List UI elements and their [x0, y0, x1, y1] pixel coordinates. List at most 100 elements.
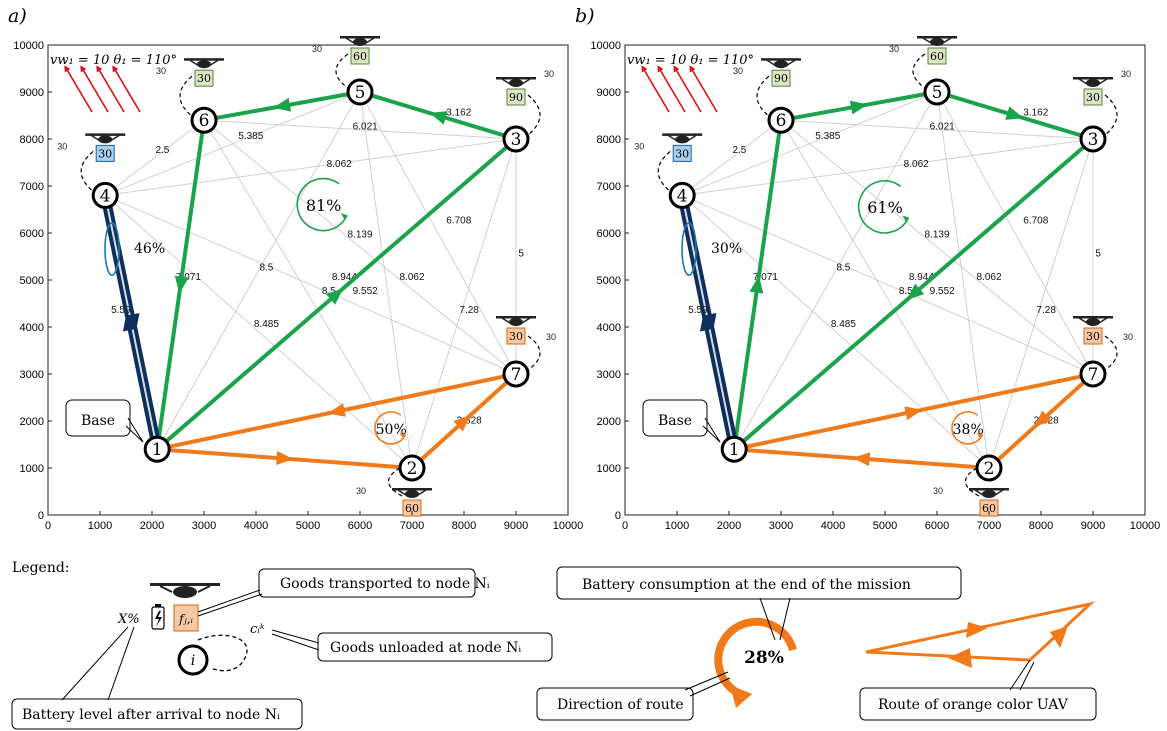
edge-label: 8.5: [899, 286, 913, 297]
unload-label: 30: [546, 332, 556, 342]
legend: Legend: fⱼ,ᵢ X% cᵢᵏ i Goods transported …: [11, 560, 1097, 730]
cycle-arrowhead: [976, 432, 983, 440]
drone-icon: [1073, 316, 1113, 326]
goods-box: [402, 499, 422, 517]
x-tick-label: 9000: [1081, 520, 1105, 532]
y-tick-label: 0: [38, 510, 44, 522]
edge-label: 7.071: [176, 272, 201, 283]
unload-arc: [756, 75, 770, 117]
x-tick-label: 8000: [1029, 520, 1053, 532]
edge-label: 7.071: [753, 272, 778, 283]
node-circle: [190, 106, 218, 134]
edge-label: 9.552: [930, 286, 955, 297]
unload-arc: [1104, 335, 1118, 371]
callout-route-orange-text: Route of orange color UAV: [878, 697, 1069, 713]
edge-label: 3.162: [446, 108, 471, 119]
route-direction-arrow: [273, 97, 292, 112]
graph-edge: [681, 119, 782, 196]
node-circle: [923, 78, 951, 106]
y-tick-label: 9000: [597, 87, 621, 99]
x-tick-label: 8000: [452, 520, 476, 532]
edge-label: 3.162: [1023, 108, 1048, 119]
node-circle: [1079, 360, 1107, 388]
axes-a: 00 1000 1000 2000 2000 3000 3000 4000 4000 5000 50…: [13, 40, 583, 532]
cycle-value: 46%: [134, 241, 165, 257]
route-direction-arrow: [904, 406, 923, 421]
x-tick-label: 0: [622, 520, 628, 532]
edge-label: 8.5: [259, 263, 273, 274]
goods-box: [1083, 327, 1103, 345]
y-tick-label: 6000: [20, 228, 44, 240]
goods-box: [95, 144, 115, 162]
drone-icon: [392, 488, 432, 498]
edge-label: 7.28: [1036, 305, 1056, 316]
x-tick-label: 9000: [504, 520, 528, 532]
x-tick-label: 6000: [348, 520, 372, 532]
x-tick-label: 2000: [140, 520, 164, 532]
y-tick-label: 10000: [590, 40, 621, 52]
route-direction-arrow: [325, 288, 344, 305]
node-label: 3: [1088, 130, 1099, 150]
y-tick-label: 8000: [597, 134, 621, 146]
cycle-arc: [374, 411, 407, 445]
y-tick-label: 1000: [20, 463, 44, 475]
edge-label: 6.708: [446, 216, 471, 227]
graph-edge: [681, 195, 990, 469]
graph-edge: [104, 119, 205, 196]
unload-arc: [657, 150, 671, 192]
legend-cycle-arrowhead: [730, 685, 752, 708]
node-label: 5: [355, 83, 366, 103]
edge-label: 5.385: [238, 131, 263, 142]
graph-edge: [733, 91, 938, 450]
base-callout-a: Base: [65, 399, 144, 443]
unload-arc: [912, 53, 926, 89]
graph-edge: [203, 119, 517, 140]
legend-unload-text: cᵢᵏ: [250, 622, 265, 637]
edge-label: 8.062: [976, 272, 1001, 283]
route-direction-arrow: [327, 403, 346, 417]
drone-icon: [969, 488, 1009, 498]
goods-value: 90: [509, 91, 523, 104]
unload-label: 30: [933, 486, 943, 496]
callout-direction: [536, 687, 694, 721]
graph-edge: [988, 138, 1094, 469]
unload-arc: [527, 335, 541, 371]
drone-icon: [85, 133, 126, 144]
callout-goods-unloaded: [317, 632, 553, 662]
goods-value: 30: [1086, 91, 1100, 104]
cycle-value: 50%: [376, 422, 407, 438]
cycle-value: 81%: [306, 196, 342, 215]
edge-label: 6.708: [1023, 216, 1048, 227]
panel-a-label: a): [8, 5, 27, 27]
callout-route-orange: [859, 687, 1097, 721]
cycles-b: 61% 30% 38%: [681, 180, 984, 445]
callout-goods-transported: [258, 568, 476, 598]
y-tick-label: 3000: [20, 369, 44, 381]
callout-battery-consumption: [556, 566, 962, 600]
legend-route-arrow-2: [1050, 626, 1068, 648]
nodes-b: 1 2 3 4 5 6 7: [668, 78, 1107, 482]
drone-icon: [761, 58, 801, 69]
cycles-a: 81% 46% 50%: [104, 177, 407, 445]
graph-edge: [203, 119, 413, 469]
drone-icon: [340, 36, 380, 46]
node-label: 6: [199, 111, 210, 131]
unload-label: 30: [312, 44, 322, 54]
graph-edge: [936, 91, 990, 469]
graph-edge: [105, 194, 517, 375]
unload-label: 30: [889, 44, 899, 54]
legend-title: Legend:: [12, 560, 70, 576]
goods-value: 60: [930, 50, 944, 63]
drone-icon: [184, 58, 224, 69]
y-tick-label: 1000: [597, 463, 621, 475]
legend-route-arrow-3: [948, 648, 972, 668]
x-tick-label: 2000: [717, 520, 741, 532]
y-tick-label: 4000: [597, 322, 621, 334]
graph-edge: [156, 91, 361, 450]
node-label: 7: [511, 365, 522, 385]
goods-box: [979, 499, 999, 517]
panel-b: b) 2.55.3856.0213.1628.0627.0718.58.1396…: [575, 5, 1160, 532]
drones-b: 90 30 60 30 30 30 30 30 30 30 60 30: [634, 36, 1133, 517]
x-tick-label: 10000: [553, 520, 584, 532]
legend-drone-icon: [150, 583, 220, 598]
